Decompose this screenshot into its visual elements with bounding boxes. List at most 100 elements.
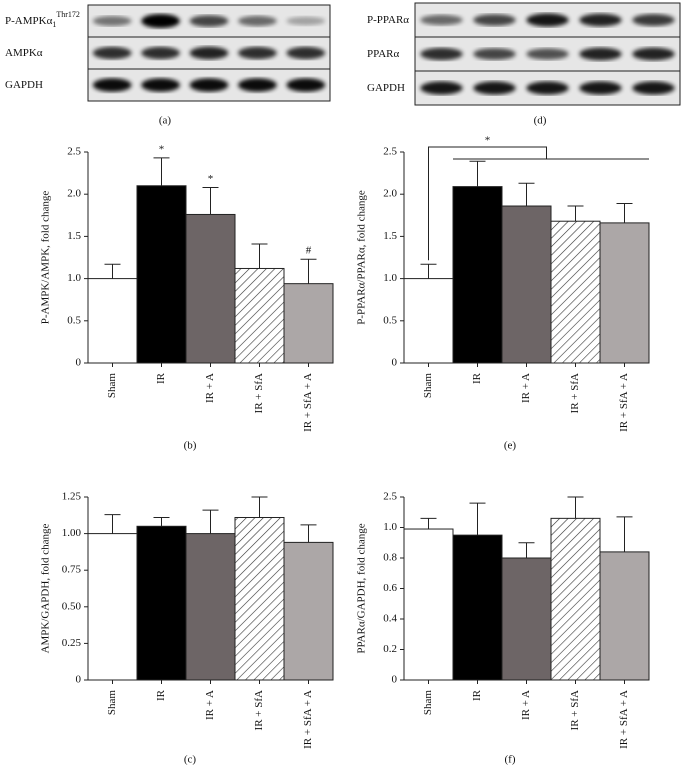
x-tick-label: IR + SfA + A (302, 690, 314, 749)
blot-band (189, 46, 229, 60)
y-tick-label: 0 (76, 357, 82, 369)
x-tick-label: IR + SfA + A (618, 690, 630, 749)
y-tick-label: 1.0 (383, 521, 397, 533)
x-tick-label: IR + SfA (253, 373, 265, 413)
y-tick-label: 0.50 (62, 600, 82, 612)
blot-band (92, 16, 132, 26)
x-tick-label: IR (471, 372, 483, 384)
y-axis-label: P-AMPK/AMPK, fold change (40, 191, 52, 325)
x-tick-label: IR (155, 689, 167, 701)
blot-label-sup: Thr172 (56, 10, 80, 19)
bar (87, 533, 138, 681)
y-tick-label: 0.25 (62, 637, 82, 649)
y-tick-label: 1.5 (67, 230, 81, 242)
blot-band (473, 81, 516, 95)
x-tick-label: Sham (422, 690, 434, 716)
blot-label-main: P-PPARα (367, 14, 409, 26)
bar (185, 213, 236, 364)
panel-label: (b) (184, 440, 197, 452)
blot-band (238, 78, 277, 92)
blot-band (238, 15, 277, 27)
bar (550, 220, 601, 364)
y-tick-label: 1.25 (62, 491, 82, 503)
blot-band (526, 13, 569, 27)
blot-band (189, 78, 229, 92)
y-tick-label: 1.5 (383, 230, 397, 242)
blot-band (141, 78, 180, 92)
error-bar (469, 502, 486, 536)
blot-band (473, 48, 516, 60)
error-bar (251, 496, 268, 518)
error-bar (202, 186, 219, 215)
y-tick-label: 0 (392, 674, 398, 686)
blot-band (420, 14, 463, 26)
annotation: * (208, 173, 214, 185)
bar (283, 541, 334, 681)
y-tick-label: 0 (392, 357, 398, 369)
error-bar (104, 263, 121, 279)
panel-label: (f) (505, 754, 516, 766)
error-bar (567, 496, 584, 519)
y-tick-label: 1.00 (62, 527, 82, 539)
blot-band (92, 46, 132, 60)
blot-band (579, 81, 622, 95)
y-tick-label: 2.0 (383, 188, 397, 200)
error-bar (420, 517, 437, 530)
blot-band (141, 14, 180, 28)
blot-band (286, 16, 326, 26)
y-tick-label: 2.5 (383, 491, 397, 503)
bar (599, 551, 650, 681)
blot-band (420, 47, 463, 61)
blot-label-main: PPARα (367, 48, 400, 60)
blot-label: AMPKα (5, 47, 43, 59)
blot-label: GAPDH (5, 79, 43, 91)
y-tick-label: 0.4 (383, 613, 397, 625)
panel-label: (e) (504, 440, 517, 452)
bar (550, 517, 601, 681)
y-axis-label: PPARα/GAPDH, fold change (356, 523, 368, 653)
blot-label-main: GAPDH (5, 79, 43, 91)
x-tick-label: IR + A (520, 690, 532, 720)
bar (403, 528, 454, 681)
y-tick-label: 1.0 (67, 272, 81, 284)
blot-label: P-PPARα (367, 14, 409, 26)
y-tick-label: 2.0 (67, 188, 81, 200)
blot-label: GAPDH (367, 82, 405, 94)
bar (599, 222, 650, 364)
y-axis-label: P-PPARα/PPARα, fold change (356, 190, 368, 325)
x-tick-label: IR (471, 689, 483, 701)
blot-band (526, 48, 569, 60)
x-tick-label: IR + SfA (569, 690, 581, 730)
y-tick-label: 2.5 (383, 146, 397, 158)
annotation: * (485, 135, 491, 147)
error-bar (518, 182, 535, 207)
significance-bracket (428, 146, 649, 261)
bar (234, 516, 285, 681)
blot-band (420, 81, 463, 95)
error-bar (300, 258, 317, 284)
x-tick-label: Sham (106, 690, 118, 716)
error-bar (469, 160, 486, 187)
error-bar (104, 514, 121, 534)
bar (403, 278, 454, 364)
y-tick-label: 0.2 (383, 643, 397, 655)
blot-band (526, 81, 569, 95)
blot-band (286, 78, 326, 92)
error-bar (616, 202, 633, 223)
blot-band (92, 78, 132, 92)
bar (452, 186, 503, 364)
x-tick-label: IR + A (204, 690, 216, 720)
y-tick-label: 1.0 (383, 272, 397, 284)
blot-label-sub: 1 (52, 20, 56, 29)
annotation: # (306, 245, 312, 257)
error-bar (153, 516, 170, 527)
bar (501, 205, 552, 364)
x-tick-label: IR + SfA (253, 690, 265, 730)
y-axis-label: AMPK/GAPDH, fold change (40, 523, 52, 653)
bar (87, 278, 138, 364)
blot-band (632, 81, 675, 95)
panel-label: (d) (534, 115, 547, 127)
error-bar (420, 263, 437, 279)
